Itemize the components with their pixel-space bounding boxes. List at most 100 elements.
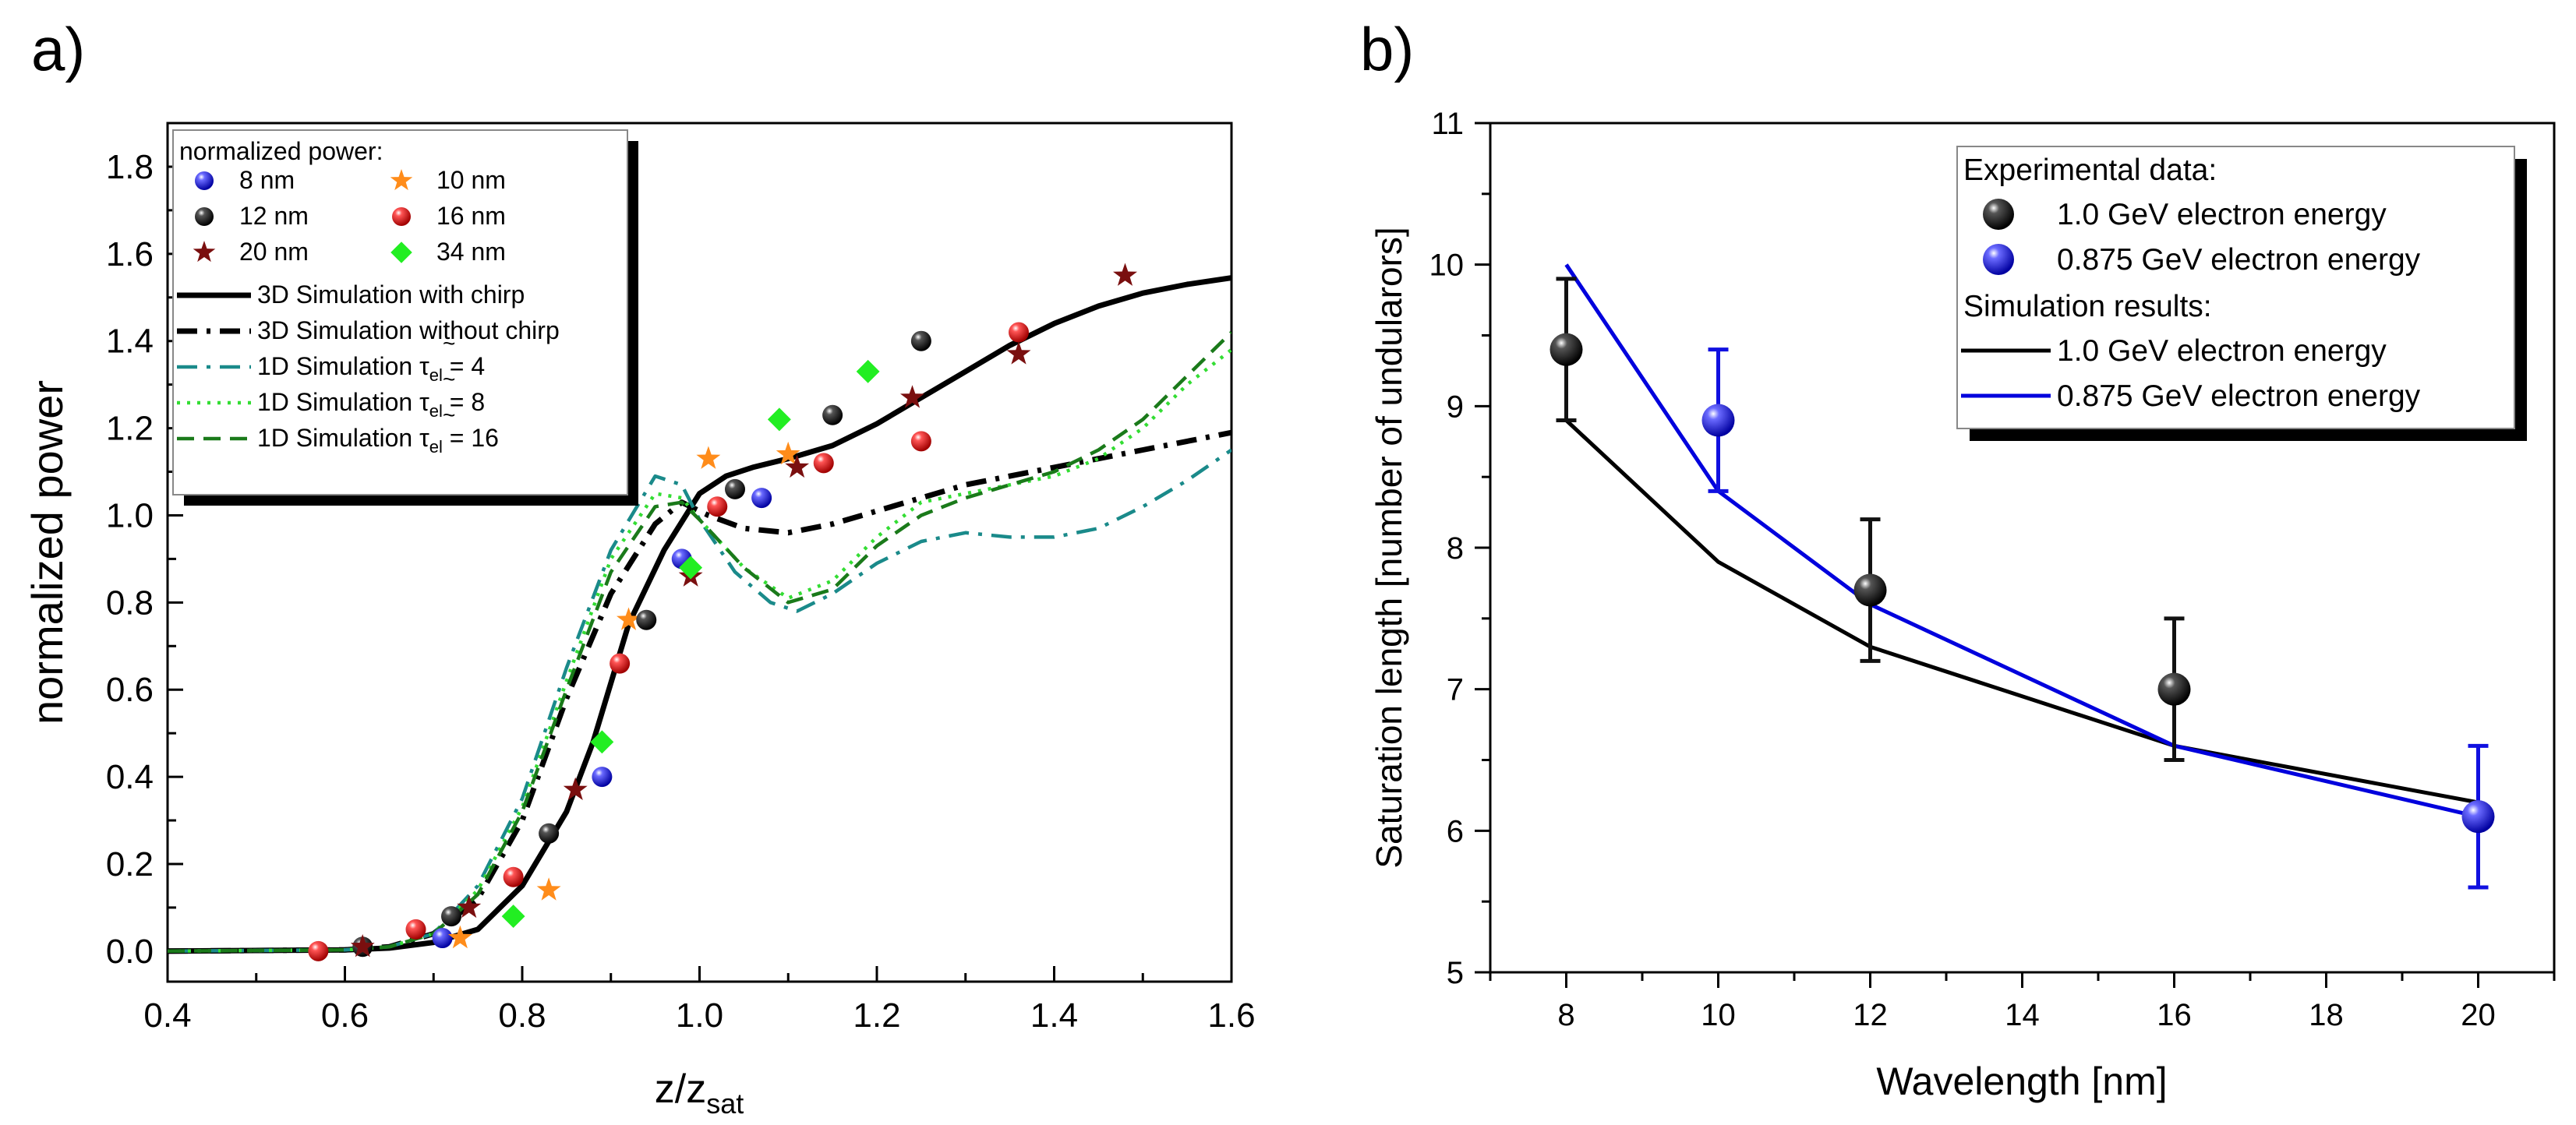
point-12-nm — [822, 404, 843, 425]
x-tick-label: 10 — [1701, 998, 1736, 1032]
point-10-nm — [536, 877, 561, 901]
chart-b-x-axis-label: Wavelength [nm] — [1876, 1060, 2167, 1103]
point-1-0-gev-electron-energy — [1853, 573, 1887, 607]
legend-label: 12 nm — [239, 202, 309, 230]
point-12-nm — [539, 823, 560, 844]
chart-b-y-axis-label: Saturation length [number of undularors] — [1369, 227, 1409, 868]
chart-a-legend: normalized power:8 nm 10 nm 12 nm 16 nm 20 n… — [172, 129, 638, 506]
y-tick-label: 0.0 — [106, 933, 154, 971]
point-10-nm — [447, 925, 472, 949]
tilde-accent: ~ — [443, 367, 455, 391]
point-16-nm — [610, 653, 631, 674]
point-16-nm — [813, 453, 834, 474]
legend-box — [172, 129, 628, 495]
point-0-875-gev-electron-energy — [2461, 800, 2495, 834]
x-tick-label: 12 — [1853, 998, 1888, 1032]
y-tick-label: 8 — [1447, 531, 1464, 566]
point-8-nm — [432, 928, 453, 949]
point-34-nm — [590, 730, 614, 754]
tilde-accent: ~ — [443, 331, 455, 355]
point-12-nm — [441, 906, 461, 927]
point-20-nm — [785, 454, 810, 478]
x-tick-label: 16 — [2157, 998, 2192, 1032]
legend-label: 1D Simulation τel = 4 — [257, 352, 485, 385]
y-tick-label: 7 — [1447, 673, 1464, 707]
chart-b-legend: Experimental data: 1.0 GeV electron energ… — [1956, 146, 2527, 441]
point-20-nm — [900, 385, 924, 408]
y-tick-label: 0.6 — [106, 671, 154, 709]
point-1-0-gev-electron-energy — [1549, 333, 1583, 366]
point-16-nm — [503, 866, 524, 887]
panel-label-b: b) — [1360, 15, 1414, 83]
legend-marker-1-0-gev-electron-energy — [1983, 199, 2014, 230]
legend-marker-20-nm — [193, 241, 216, 263]
tilde-accent: ~ — [443, 403, 455, 427]
y-tick-label: 5 — [1447, 956, 1464, 990]
legend-marker-12-nm — [195, 207, 214, 226]
chart-b-ticks: 8 10 12 14 16 18 20 5 6 7 8 9 10 11 — [1429, 107, 2556, 1032]
point-1-0-gev-electron-energy — [2157, 672, 2191, 706]
point-20-nm — [1113, 263, 1137, 286]
x-tick-label: 1.6 — [1207, 996, 1255, 1035]
legend-label: 1.0 GeV electron energy — [2057, 334, 2387, 368]
y-tick-label: 0.8 — [106, 584, 154, 622]
chart-a-y-axis-label: normalized power — [23, 380, 72, 725]
legend-label: 10 nm — [436, 166, 506, 194]
legend-marker-34-nm — [390, 242, 412, 263]
y-tick-label: 11 — [1431, 107, 1464, 141]
point-12-nm — [725, 478, 745, 499]
point-0-875-gev-electron-energy — [1701, 404, 1735, 437]
legend-title: normalized power: — [179, 137, 383, 165]
point-16-nm — [707, 496, 728, 517]
x-tick-label: 14 — [2005, 998, 2040, 1032]
x-tick-label: 0.8 — [498, 996, 546, 1035]
point-12-nm — [636, 609, 657, 630]
y-tick-label: 1.0 — [106, 496, 154, 534]
point-34-nm — [679, 555, 703, 580]
point-20-nm — [350, 934, 375, 957]
legend-header: Simulation results: — [1963, 290, 2212, 323]
legend-label: 0.875 GeV electron energy — [2057, 243, 2421, 277]
y-tick-label: 6 — [1447, 814, 1464, 848]
y-tick-label: 1.4 — [106, 323, 154, 361]
chart-a-ticks: 0.4 0.6 0.8 1.0 1.2 1.4 1.6 0.0 0.2 0.4 0.6 0.8 1.0 1… — [106, 148, 1256, 1035]
point-16-nm — [1009, 322, 1029, 343]
chart-a-x-axis-label: z/zsat — [655, 1067, 744, 1120]
point-34-nm — [501, 905, 525, 929]
line-series-3d-simulation-without-chirp — [168, 429, 1231, 954]
legend-label: 0.875 GeV electron energy — [2057, 379, 2421, 413]
legend-marker-8-nm — [195, 171, 214, 190]
legend-label: 16 nm — [436, 202, 506, 230]
legend-marker-16-nm — [392, 207, 411, 226]
point-20-nm — [1006, 341, 1031, 365]
x-tick-label: 0.4 — [143, 996, 191, 1035]
point-34-nm — [767, 407, 791, 432]
chart-b: 8 10 12 14 16 18 20 5 6 7 8 9 10 11 Experimental data… — [1369, 107, 2556, 1103]
legend-header: Experimental data: — [1963, 153, 2217, 187]
line-series-1d-simulation-8 — [168, 348, 1231, 954]
panel-label-a: a) — [31, 15, 85, 83]
y-tick-label: 1.2 — [106, 410, 154, 448]
y-tick-label: 10 — [1429, 249, 1465, 283]
y-tick-label: 1.8 — [106, 148, 154, 186]
point-8-nm — [592, 767, 613, 788]
x-tick-label: 18 — [2309, 998, 2344, 1032]
legend-label: 1.0 GeV electron energy — [2057, 198, 2387, 231]
point-10-nm — [776, 441, 800, 465]
x-tick-label: 1.0 — [676, 996, 723, 1035]
point-16-nm — [910, 431, 931, 452]
x-tick-label: 1.2 — [853, 996, 900, 1035]
point-16-nm — [405, 919, 426, 940]
point-16-nm — [308, 940, 329, 961]
x-tick-label: 0.6 — [321, 996, 369, 1035]
legend-label: 1D Simulation τel = 16 — [257, 424, 499, 457]
legend-label: 34 nm — [436, 238, 506, 266]
point-10-nm — [617, 607, 641, 630]
chart-a-points — [308, 263, 1137, 961]
point-8-nm — [751, 488, 772, 509]
y-tick-label: 0.2 — [106, 845, 154, 883]
legend-box — [1956, 146, 2515, 429]
point-10-nm — [696, 446, 721, 469]
chart-a: 0.4 0.6 0.8 1.0 1.2 1.4 1.6 0.0 0.2 0.4 0.6 0.8 1.0 1… — [23, 122, 1256, 1120]
